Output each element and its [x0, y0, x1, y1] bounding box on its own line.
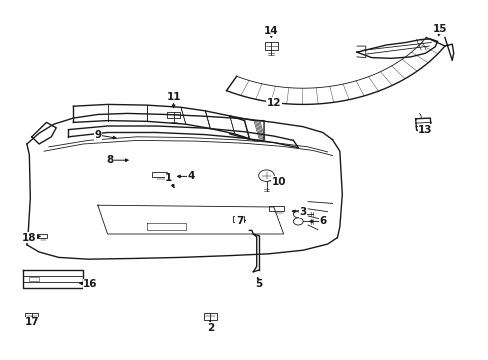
Text: 6: 6	[319, 216, 325, 226]
Text: 5: 5	[255, 279, 262, 289]
Text: 8: 8	[106, 155, 113, 165]
Bar	[233, 216, 244, 222]
Text: 16: 16	[83, 279, 98, 289]
Bar	[35, 234, 47, 238]
Circle shape	[293, 211, 303, 218]
Text: 3: 3	[299, 207, 306, 217]
Text: 9: 9	[94, 130, 101, 140]
Bar	[29, 277, 39, 281]
Text: 15: 15	[432, 24, 447, 34]
Text: 13: 13	[417, 125, 432, 135]
Bar	[151, 172, 167, 177]
Text: 18: 18	[22, 233, 37, 243]
Text: 17: 17	[24, 317, 39, 327]
Bar	[268, 206, 283, 211]
Bar	[167, 112, 180, 118]
Bar	[203, 313, 216, 320]
Circle shape	[293, 218, 303, 225]
Text: 12: 12	[266, 98, 281, 108]
Text: 7: 7	[235, 216, 243, 226]
Text: 1: 1	[165, 173, 172, 183]
Text: 14: 14	[264, 26, 278, 36]
Text: 11: 11	[166, 92, 181, 102]
Bar	[264, 42, 278, 50]
Bar	[25, 313, 38, 320]
Text: 10: 10	[271, 177, 285, 187]
Circle shape	[258, 170, 274, 181]
Text: 4: 4	[186, 171, 194, 181]
Text: 2: 2	[206, 323, 213, 333]
